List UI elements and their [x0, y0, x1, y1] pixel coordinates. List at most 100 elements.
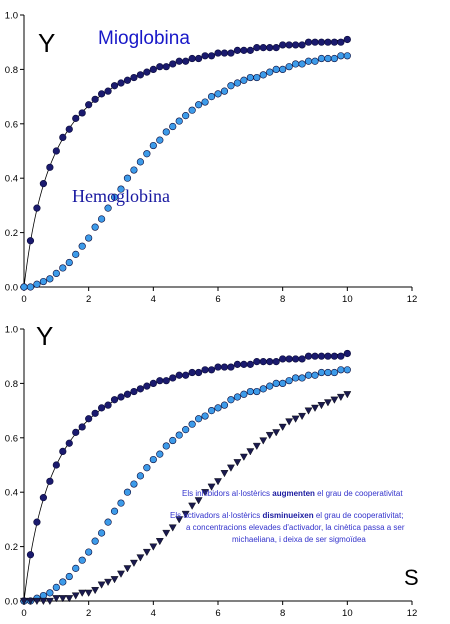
data-point [65, 258, 73, 267]
data-point [304, 371, 313, 379]
data-point [175, 371, 183, 379]
data-point [233, 459, 242, 467]
data-point [253, 387, 261, 396]
panel-top-markers [20, 35, 351, 291]
data-point [266, 44, 274, 52]
x-tick-label: 10 [342, 608, 353, 619]
y-tick-label: 0.4 [5, 174, 18, 185]
data-point [220, 401, 229, 409]
data-point [195, 368, 203, 377]
y-tick-label: 0.0 [5, 283, 18, 294]
data-point [337, 352, 345, 360]
data-point [330, 352, 339, 360]
data-point [246, 73, 254, 82]
data-point [97, 581, 106, 589]
data-point [272, 358, 280, 366]
fit-line [23, 353, 348, 602]
data-point [188, 106, 196, 114]
data-point [33, 518, 41, 526]
data-point [324, 38, 332, 46]
data-point [52, 461, 60, 469]
data-point [123, 76, 132, 84]
data-point [130, 387, 138, 396]
panel-bottom-axes: 0.0 0.2 0.4 0.6 0.8 1.0 0 2 4 6 8 10 12 [5, 325, 418, 620]
data-point [330, 54, 339, 63]
data-point [162, 128, 170, 136]
data-point [58, 595, 67, 603]
data-point [162, 442, 170, 450]
data-point [343, 52, 351, 60]
data-point [240, 390, 248, 398]
data-point [298, 412, 307, 421]
data-point [188, 368, 196, 377]
data-point [72, 114, 80, 122]
data-point [323, 399, 332, 407]
data-point [207, 483, 216, 491]
x-tick-label: 8 [280, 294, 285, 305]
label-mioglobina: Mioglobina [98, 28, 190, 49]
data-point [201, 412, 209, 420]
x-tick-label: 2 [86, 294, 91, 305]
data-point [259, 44, 267, 52]
x-tick-label: 12 [407, 608, 418, 619]
data-point [279, 65, 287, 73]
data-point [45, 597, 54, 606]
y-tick-label: 0.6 [5, 119, 18, 130]
panel-bottom-curves [23, 353, 348, 602]
data-point [123, 488, 132, 496]
data-point [233, 46, 241, 54]
data-point [117, 570, 125, 578]
data-point [156, 136, 164, 144]
data-point [149, 455, 157, 464]
data-point [149, 141, 157, 150]
data-point [181, 510, 190, 518]
data-point [78, 242, 86, 250]
data-point [52, 583, 60, 592]
data-point [175, 516, 184, 524]
data-point [272, 44, 280, 52]
data-point [39, 597, 48, 606]
data-point [343, 35, 351, 44]
data-point [343, 366, 351, 374]
data-point [91, 587, 100, 595]
data-point [285, 355, 293, 363]
data-point [85, 234, 93, 242]
data-point [175, 57, 183, 65]
data-point [110, 82, 119, 90]
panel-top-y-label: Y [38, 28, 55, 58]
data-point [188, 502, 197, 510]
data-point [311, 57, 319, 65]
data-point [117, 393, 125, 401]
data-point [195, 54, 203, 63]
data-point [169, 374, 177, 382]
data-point [78, 109, 86, 117]
data-point [129, 559, 138, 567]
panel-top-curves [23, 39, 348, 288]
data-point [311, 38, 319, 46]
data-point [143, 464, 151, 472]
data-point [214, 478, 222, 486]
data-point [214, 90, 222, 98]
data-point [162, 529, 171, 538]
data-point [285, 63, 293, 71]
data-point [227, 363, 235, 371]
data-point [265, 432, 274, 440]
data-point [188, 420, 196, 428]
y-tick-label: 1.0 [5, 325, 18, 336]
data-point [298, 41, 306, 49]
data-point [46, 275, 54, 283]
data-point [285, 418, 294, 426]
data-point [162, 377, 170, 385]
note-activators-3: michaeliana, i deixa de ser sigmoïdea [232, 535, 366, 544]
data-point [343, 349, 351, 358]
data-point [39, 180, 48, 188]
data-point [97, 529, 106, 537]
data-point [26, 283, 35, 291]
note-activators-1: Els activadors al·lostèrics disminueixen… [170, 511, 403, 520]
data-point [110, 576, 119, 584]
data-point [324, 54, 332, 63]
data-point [246, 360, 254, 368]
data-point [259, 385, 267, 393]
data-point [246, 387, 254, 396]
x-tick-label: 6 [215, 608, 220, 619]
